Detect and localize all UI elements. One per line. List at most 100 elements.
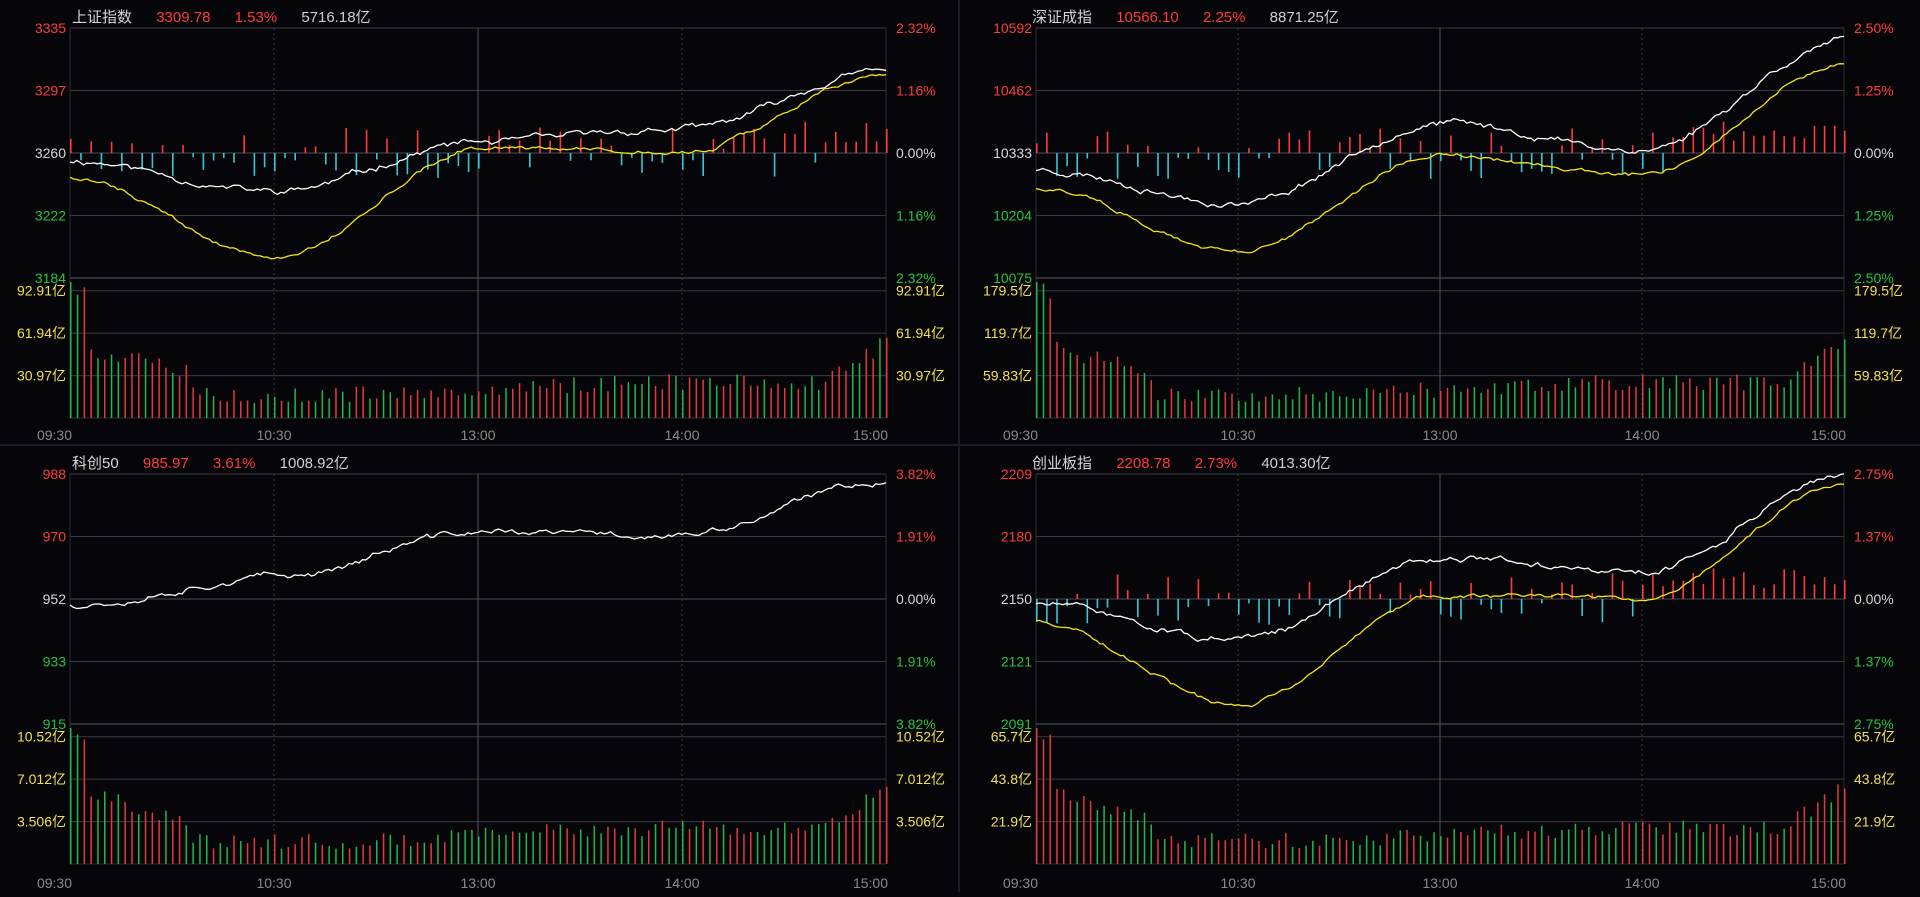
volume-bar-up xyxy=(1170,388,1173,418)
breadth-bar-up xyxy=(1642,585,1644,599)
volume-bar-down xyxy=(104,791,106,864)
volume-bar-up xyxy=(512,831,514,864)
price-axis-label: 915 xyxy=(43,716,67,732)
breadth-bar-up xyxy=(855,141,857,153)
percent-axis-label: 2.75% xyxy=(1854,716,1894,732)
volume-bar-up xyxy=(301,837,303,864)
breadth-bar-down xyxy=(1066,153,1068,167)
breadth-bar-down xyxy=(1318,599,1321,606)
breadth-bar-down xyxy=(1116,153,1119,179)
average-price-line xyxy=(69,73,887,260)
volume-bar-down xyxy=(1291,399,1294,418)
volume-bar-down xyxy=(1635,822,1637,864)
breadth-bar-up xyxy=(1116,574,1119,599)
volume-bar-up xyxy=(1736,374,1738,418)
breadth-bar-up xyxy=(1308,130,1311,153)
time-axis-label: 10:30 xyxy=(256,427,291,443)
breadth-bar-down xyxy=(478,153,480,169)
volume-bar-down xyxy=(165,810,167,864)
breadth-bar-down xyxy=(1631,599,1634,617)
volume-bar-down xyxy=(586,836,589,864)
volume-axis-label: 92.91亿 xyxy=(17,283,66,299)
volume-bar-down xyxy=(328,398,330,418)
price-axis-label: 2209 xyxy=(1001,466,1032,482)
volume-bar-up xyxy=(416,842,419,864)
volume-bar-down xyxy=(1379,845,1381,864)
volume-bar-up xyxy=(539,385,541,418)
volume-bar-down xyxy=(1042,283,1045,418)
volume-bar-down xyxy=(396,844,398,864)
percent-axis-label: 0.00% xyxy=(1854,591,1894,607)
percent-axis-label: 1.91% xyxy=(896,529,936,545)
breadth-bar-up xyxy=(784,133,786,153)
volume-bar-down xyxy=(1547,391,1550,418)
volume-bar-up xyxy=(770,387,772,418)
volume-bar-up xyxy=(151,812,154,864)
volume-bar-up xyxy=(1642,374,1644,418)
volume-bar-down xyxy=(559,824,562,864)
intraday-chart[interactable]: 2209 2180 2150 2121 2091 2.75% 1.37% 0.00% 1.37%… xyxy=(960,446,1920,892)
breadth-bar-up xyxy=(1308,581,1311,599)
breadth-bar-down xyxy=(1238,599,1240,615)
volume-bar-up xyxy=(335,387,337,418)
breadth-bar-up xyxy=(1803,576,1806,599)
volume-bar-down xyxy=(76,294,79,418)
breadth-bar-up xyxy=(1722,121,1725,153)
intraday-chart[interactable]: 3335 3297 3260 3222 3184 2.32% 1.16% 0.00% 1.16%… xyxy=(0,0,958,444)
breadth-bar-down xyxy=(1248,599,1250,604)
volume-bar-down xyxy=(1184,841,1186,864)
breadth-bar-down xyxy=(1500,599,1503,614)
volume-bar-down xyxy=(566,393,568,418)
breadth-bar-up xyxy=(1339,142,1341,153)
breadth-bar-up xyxy=(1773,130,1775,153)
volume-bar-down xyxy=(484,394,487,418)
price-axis-label: 3260 xyxy=(35,145,66,161)
volume-bar-down xyxy=(1359,398,1361,418)
volume-bar-up xyxy=(165,367,167,418)
breadth-bar-down xyxy=(1480,599,1482,605)
percent-axis-label: 2.50% xyxy=(1854,20,1894,36)
volume-bar-down xyxy=(1682,820,1684,864)
index-panel-star50[interactable]: 科创50 985.97 3.61% 1008.92亿 988 970 952 933 9… xyxy=(0,446,958,892)
price-line xyxy=(1035,473,1845,643)
volume-bar-up xyxy=(158,820,160,864)
intraday-chart[interactable]: 988 970 952 933 915 3.82% 1.91% 0.00% 1.91% 3.82%… xyxy=(0,446,958,892)
volume-bar-down xyxy=(593,825,596,864)
breadth-bar-up xyxy=(1743,572,1745,599)
volume-bar-down xyxy=(1567,378,1570,418)
percent-axis-label: 1.37% xyxy=(1854,654,1894,670)
intraday-chart[interactable]: 10592 10462 10333 10204 10075 2.50% 1.25% 0.00%… xyxy=(960,0,1920,444)
volume-bar-up xyxy=(1635,386,1637,418)
breadth-bar-down xyxy=(1530,153,1533,169)
volume-axis-label: 3.506亿 xyxy=(896,814,945,830)
volume-bar-down xyxy=(117,794,120,864)
volume-bar-up xyxy=(586,391,589,418)
volume-bar-up xyxy=(457,395,460,418)
volume-bar-down xyxy=(818,823,820,864)
volume-bar-up xyxy=(450,389,453,418)
price-axis-label: 10592 xyxy=(993,20,1032,36)
breadth-bar-up xyxy=(1662,586,1664,599)
volume-bar-down xyxy=(532,831,534,864)
volume-bar-up xyxy=(124,802,126,864)
volume-bar-down xyxy=(1507,383,1509,418)
index-panel-shanghai[interactable]: 上证指数 3309.78 1.53% 5716.18亿 3335 3297 3260… xyxy=(0,0,958,444)
volume-bar-up xyxy=(1695,386,1698,418)
volume-bar-down xyxy=(627,827,630,864)
breadth-bar-down xyxy=(274,153,276,172)
index-panel-shenzhen[interactable]: 深证成指 10566.10 2.25% 8871.25亿 10592 10462 1… xyxy=(960,0,1920,444)
breadth-bar-down xyxy=(1227,153,1230,172)
volume-bar-down xyxy=(314,401,317,418)
breadth-bar-up xyxy=(763,138,766,153)
volume-axis-label: 3.506亿 xyxy=(17,814,66,830)
volume-bar-down xyxy=(1258,401,1260,418)
volume-bar-up xyxy=(1049,298,1051,418)
volume-bar-up xyxy=(1177,843,1179,864)
volume-bar-down xyxy=(110,354,113,418)
volume-bar-up xyxy=(879,789,881,864)
volume-bar-up xyxy=(1581,829,1583,864)
volume-bar-up xyxy=(1527,831,1530,864)
volume-bar-up xyxy=(308,400,310,418)
index-panel-chinext[interactable]: 创业板指 2208.78 2.73% 4013.30亿 2209 2180 2150… xyxy=(960,446,1920,892)
volume-bar-up xyxy=(695,378,698,418)
